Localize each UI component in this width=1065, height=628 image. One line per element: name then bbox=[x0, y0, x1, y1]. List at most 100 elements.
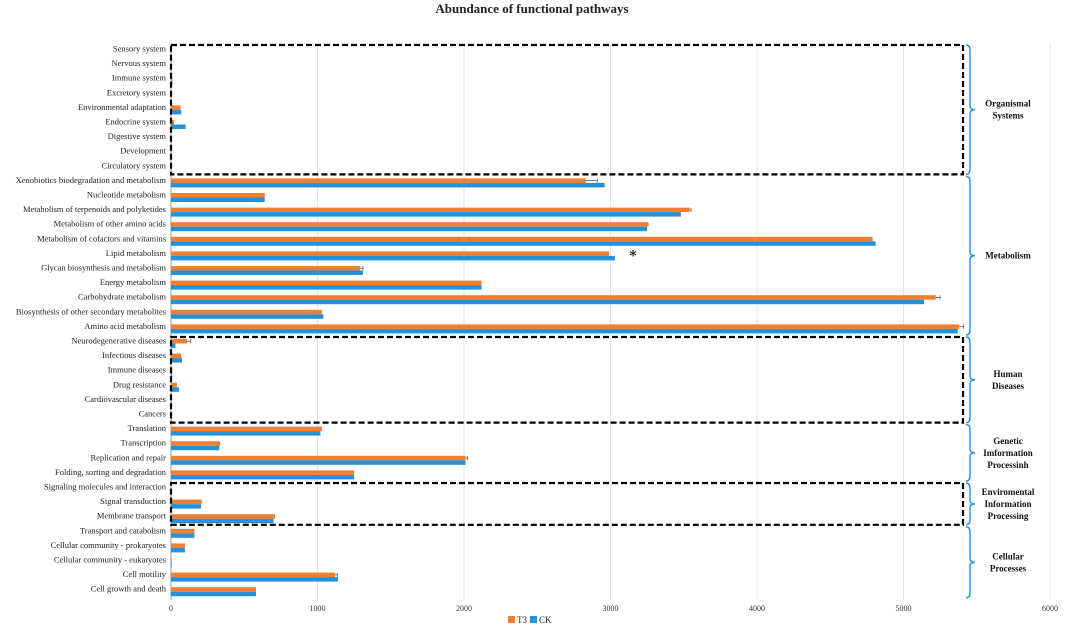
category-label: Metabolism of cofactors and vitamins bbox=[37, 233, 166, 243]
group-bracket bbox=[965, 336, 976, 424]
bar-ck bbox=[171, 124, 186, 129]
bar-t3 bbox=[171, 572, 336, 578]
category-label: Neurodegenerative diseases bbox=[71, 336, 166, 346]
group-label: Enviromental bbox=[982, 487, 1035, 497]
bar-ck bbox=[171, 109, 182, 115]
bar-ck bbox=[171, 51, 172, 56]
category-label: Development bbox=[120, 146, 166, 156]
bar-t3 bbox=[171, 193, 265, 198]
legend-label-t3: T3 bbox=[517, 615, 527, 625]
category-label: Replication and repair bbox=[90, 452, 166, 462]
bar-t3 bbox=[171, 587, 256, 592]
category-label: Carbohydrate metabolism bbox=[78, 292, 166, 302]
group-dashed-box bbox=[169, 43, 965, 176]
bar-t3 bbox=[171, 499, 202, 505]
group-label: Organismal bbox=[985, 99, 1031, 109]
group-label: Information bbox=[985, 499, 1032, 509]
category-label: Immune system bbox=[112, 73, 166, 83]
gridlines bbox=[170, 44, 1051, 600]
category-label: Circulatory system bbox=[102, 160, 167, 170]
bar-ck bbox=[171, 445, 220, 451]
x-tick-label: 6000 bbox=[1042, 604, 1058, 613]
category-label: Nucleotide metabolism bbox=[87, 190, 166, 200]
bar-ck bbox=[171, 343, 176, 348]
category-label: Amino acid metabolism bbox=[84, 321, 166, 331]
group-bracket bbox=[965, 526, 976, 599]
bar-ck bbox=[171, 197, 265, 202]
bar-t3 bbox=[171, 105, 181, 110]
bar-ck bbox=[171, 518, 274, 524]
bar-ck bbox=[171, 460, 466, 465]
group-bracket bbox=[965, 423, 976, 482]
group-label: Cellular bbox=[992, 551, 1024, 561]
bar-ck bbox=[171, 431, 321, 436]
bar-ck bbox=[171, 314, 324, 319]
bar-ck bbox=[171, 504, 202, 509]
category-label: Sensory system bbox=[113, 44, 167, 54]
group-dashed-box bbox=[169, 481, 965, 526]
group-bracket bbox=[965, 482, 976, 526]
bar-t3 bbox=[171, 558, 172, 563]
category-label: Digestive system bbox=[108, 131, 167, 141]
bar-ck bbox=[171, 285, 482, 290]
bar-t3 bbox=[171, 178, 586, 183]
bar-t3 bbox=[171, 236, 873, 242]
bar-t3 bbox=[171, 324, 960, 329]
bar-ck bbox=[171, 547, 185, 553]
bar-ck bbox=[171, 358, 182, 363]
category-label: Infectious diseases bbox=[102, 350, 166, 360]
category-labels: Sensory system Nervous system Immune syste… bbox=[16, 44, 167, 594]
category-label: Translation bbox=[128, 423, 167, 433]
category-label: Folding, sorting and degradation bbox=[55, 467, 167, 477]
bar-t3 bbox=[171, 455, 466, 461]
category-label: Membrane transport bbox=[97, 511, 167, 521]
bar-ck bbox=[171, 241, 876, 246]
group-brackets: Organismal Systems Metabolism Human Diseases… bbox=[169, 43, 1035, 599]
bar-ck bbox=[171, 328, 958, 334]
bar-t3 bbox=[171, 280, 482, 286]
category-label: Transcription bbox=[121, 438, 167, 448]
bar-t3 bbox=[171, 295, 936, 300]
bar-ck bbox=[171, 372, 173, 378]
bar-t3 bbox=[171, 251, 610, 256]
bar-t3 bbox=[171, 207, 690, 213]
category-label: Nervous system bbox=[111, 58, 166, 68]
chart-title: Abundance of functional pathways bbox=[435, 1, 628, 16]
group-label: Imformation bbox=[983, 448, 1033, 458]
bar-ck bbox=[171, 591, 256, 597]
group-label: Systems bbox=[993, 111, 1024, 121]
category-label: Glycan biosynthesis and metabolism bbox=[41, 263, 166, 273]
legend-swatch-ck bbox=[530, 616, 537, 623]
bar-t3 bbox=[171, 222, 649, 227]
bar-t3 bbox=[171, 528, 195, 534]
bar-ck bbox=[171, 255, 615, 261]
bar-t3 bbox=[171, 382, 177, 388]
category-label: Signaling molecules and interaction bbox=[44, 482, 167, 492]
x-tick-label: 3000 bbox=[603, 604, 619, 613]
category-label: Lipid metabolism bbox=[106, 248, 167, 258]
category-label: Cellular community - prokaryotes bbox=[51, 540, 166, 550]
legend-swatch-t3 bbox=[508, 616, 515, 623]
group-label: Genetic bbox=[993, 436, 1023, 446]
category-label: Drug resistance bbox=[113, 379, 166, 389]
bar-ck bbox=[171, 226, 648, 232]
category-label: Metabolism of terpenoids and polyketides bbox=[23, 204, 166, 214]
group-label: Processing bbox=[988, 511, 1029, 521]
bar-t3 bbox=[171, 266, 360, 271]
group-label: Human bbox=[993, 369, 1022, 379]
significance-marker: * bbox=[629, 248, 637, 264]
legend: T3 CK bbox=[508, 615, 552, 625]
group-bracket bbox=[965, 44, 976, 176]
bar-t3 bbox=[171, 426, 322, 432]
bar-t3 bbox=[171, 309, 322, 315]
bar-t3 bbox=[171, 353, 182, 359]
category-label: Endocrine system bbox=[105, 117, 166, 127]
x-tick-label: 2000 bbox=[456, 604, 472, 613]
group-label: Processinh bbox=[987, 460, 1028, 470]
category-label: Immune diseases bbox=[108, 365, 166, 375]
category-label: Xenobiotics biodegradation and metabolis… bbox=[16, 175, 167, 185]
group-dashed-box bbox=[169, 335, 965, 424]
category-label: Cell motility bbox=[123, 569, 167, 579]
bar-ck bbox=[171, 416, 172, 421]
